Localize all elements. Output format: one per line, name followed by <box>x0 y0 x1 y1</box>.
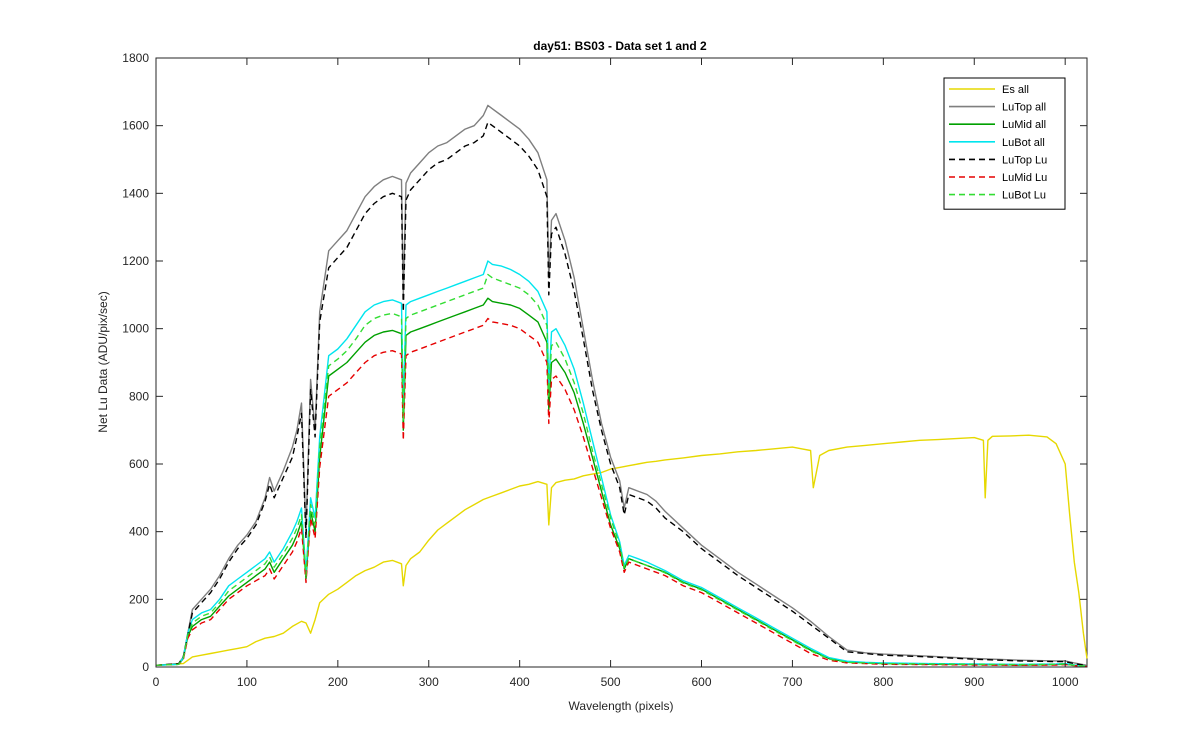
x-tick-label: 700 <box>782 675 802 689</box>
y-tick-label: 0 <box>142 660 149 674</box>
legend-item-label: LuMid all <box>1002 119 1046 131</box>
series-line-3 <box>155 260 1088 667</box>
legend-box <box>943 77 1066 210</box>
x-tick-label: 100 <box>237 675 257 689</box>
y-axis: 0 200 400 600 800 1000 1200 1400 1600 1800 <box>122 51 1087 674</box>
legend-item-label: LuTop Lu <box>1002 154 1047 166</box>
y-axis-label: Net Lu Data (ADU/pix/sec) <box>96 291 110 432</box>
chart-title: day51: BS03 - Data set 1 and 2 <box>533 39 707 53</box>
y-tick-label: 1400 <box>122 186 149 200</box>
x-tick-label: 0 <box>153 675 160 689</box>
x-tick-label: 600 <box>691 675 711 689</box>
x-axis-label: Wavelength (pixels) <box>569 699 674 713</box>
x-tick-label: 500 <box>601 675 621 689</box>
series-line-4 <box>155 121 1088 667</box>
x-tick-label: 900 <box>964 675 984 689</box>
legend: Es all LuTop all LuMid all LuBot all LuTop L… <box>943 77 1066 210</box>
x-axis: 0 100 200 300 400 500 600 700 800 900 1000 <box>153 58 1079 689</box>
series-line-2 <box>155 297 1088 667</box>
x-tick-label: 800 <box>873 675 893 689</box>
series-line-5 <box>155 317 1088 667</box>
legend-item-label: LuBot all <box>1002 137 1045 149</box>
y-tick-label: 1800 <box>122 51 149 65</box>
plot-frame <box>155 57 1088 668</box>
legend-item-label: LuMid Lu <box>1002 172 1047 184</box>
x-tick-label: 300 <box>419 675 439 689</box>
series-line-6 <box>155 273 1088 667</box>
x-tick-label: 200 <box>328 675 348 689</box>
y-tick-label: 600 <box>129 457 149 471</box>
x-tick-label: 400 <box>510 675 530 689</box>
series-line-1 <box>155 104 1088 666</box>
x-tick-label: 1000 <box>1052 675 1079 689</box>
legend-item-label: LuTop all <box>1002 102 1046 114</box>
legend-item-label: Es all <box>1002 84 1029 96</box>
y-tick-label: 1000 <box>122 322 149 336</box>
y-tick-label: 1600 <box>122 119 149 133</box>
y-tick-label: 800 <box>129 389 149 403</box>
series-line-0 <box>155 434 1088 666</box>
y-tick-label: 400 <box>129 525 149 539</box>
y-tick-label: 200 <box>129 592 149 606</box>
y-tick-label: 1200 <box>122 254 149 268</box>
plot-lines <box>155 104 1088 667</box>
legend-item-label: LuBot Lu <box>1002 190 1046 202</box>
